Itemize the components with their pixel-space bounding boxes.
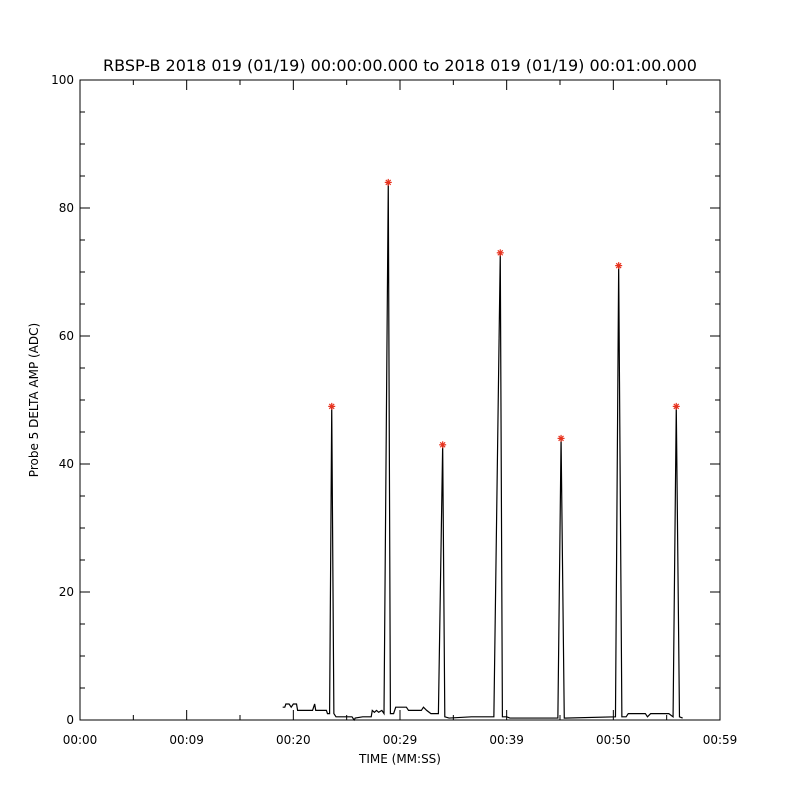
x-tick-label: 00:59 (703, 733, 738, 747)
x-axis: 00:00 00:09 00:20 00:29 00:39 00:50 00:59 (63, 80, 738, 747)
peak-marker (439, 441, 447, 449)
x-tick-label: 00:20 (276, 733, 311, 747)
plot-frame (79, 79, 721, 721)
y-tick-label: 20 (59, 585, 74, 599)
x-axis-label: TIME (MM:SS) (358, 752, 441, 766)
peak-marker (328, 402, 336, 410)
y-tick-label: 0 (66, 713, 74, 727)
peak-markers (328, 178, 680, 449)
series-line (282, 182, 683, 722)
x-tick-label: 00:39 (489, 733, 524, 747)
chart-title: RBSP-B 2018 019 (01/19) 00:00:00.000 to … (103, 56, 697, 75)
x-tick-label: 00:09 (169, 733, 204, 747)
x-tick-label: 00:50 (596, 733, 631, 747)
y-tick-label: 60 (59, 329, 74, 343)
peak-marker (496, 249, 504, 257)
peak-marker (384, 178, 392, 186)
peak-marker (672, 402, 680, 410)
peak-marker (557, 434, 565, 442)
y-tick-label: 80 (59, 201, 74, 215)
y-axis-label: Probe 5 DELTA AMP (ADC) (27, 323, 41, 477)
x-tick-label: 00:00 (63, 733, 98, 747)
x-tick-label: 00:29 (383, 733, 418, 747)
y-tick-label: 100 (51, 73, 74, 87)
peak-marker (615, 262, 623, 270)
data-series (282, 182, 683, 722)
y-tick-label: 40 (59, 457, 74, 471)
y-axis: 0 20 40 60 80 100 (51, 73, 720, 727)
